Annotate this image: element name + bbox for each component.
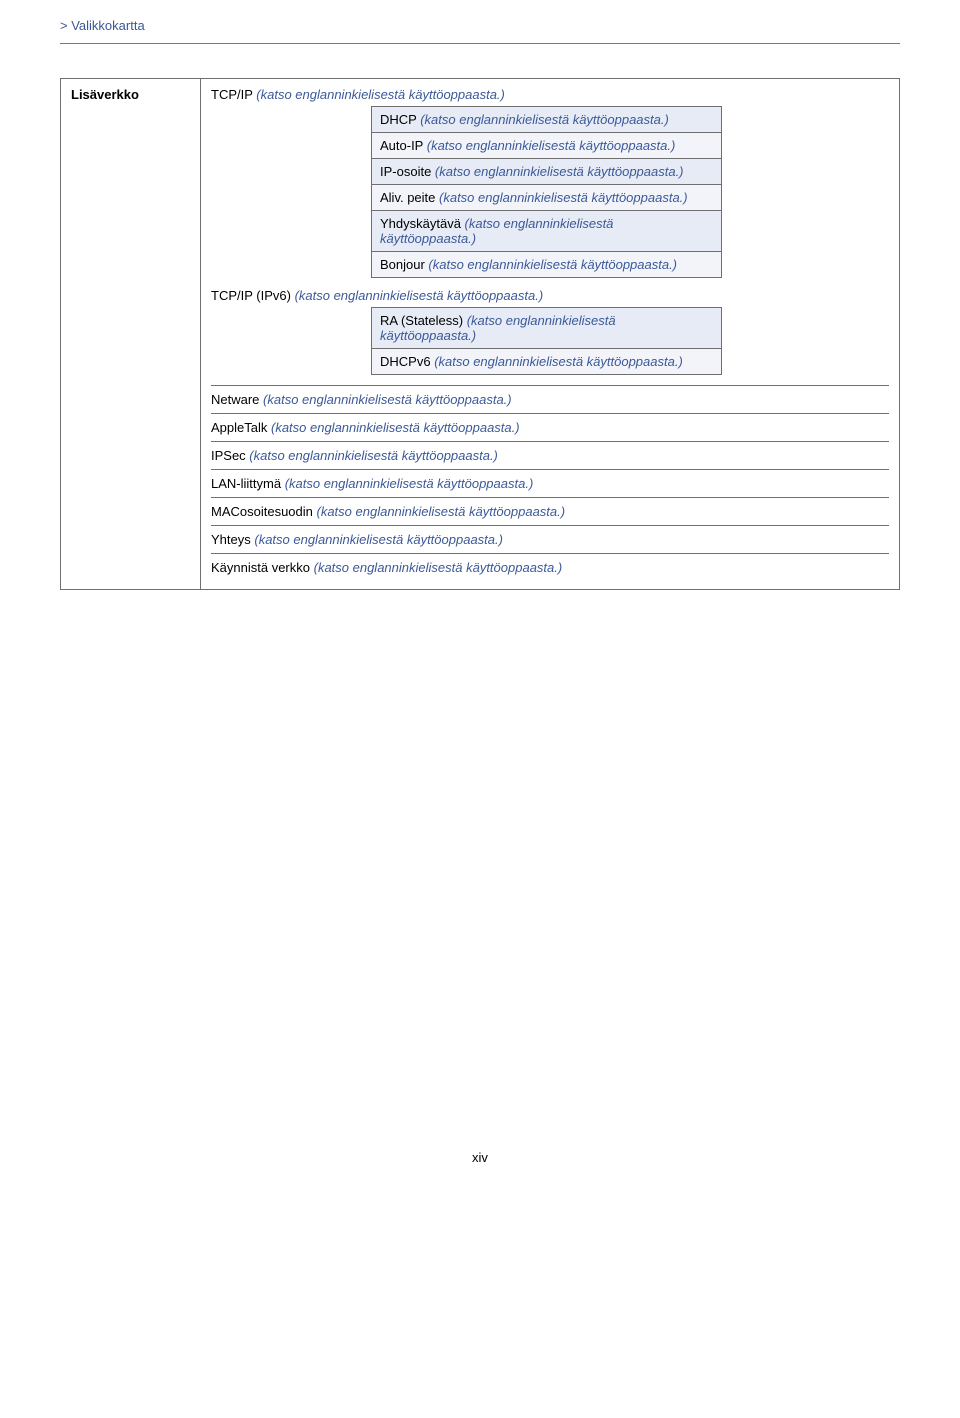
- sub-row: DHCP (katso englanninkielisestä käyttöop…: [372, 107, 722, 133]
- sub-row-plain: IP-osoite: [380, 164, 435, 179]
- section-label: Lisäverkko: [61, 79, 201, 590]
- page-number: xiv: [60, 1150, 900, 1165]
- breadcrumb: > Valikkokartta: [60, 18, 900, 33]
- sub-row-link[interactable]: (katso englanninkielisestä käyttöoppaast…: [439, 190, 688, 205]
- sub-row: Yhdyskäytävä (katso englanninkielisestä …: [372, 211, 722, 252]
- divider: [60, 43, 900, 44]
- group-label-plain: TCP/IP: [211, 87, 256, 102]
- flat-row-link[interactable]: (katso englanninkielisestä käyttöoppaast…: [263, 392, 512, 407]
- sub-row-plain: DHCPv6: [380, 354, 434, 369]
- flat-row: Yhteys (katso englanninkielisestä käyttö…: [211, 526, 889, 554]
- flat-row: LAN-liittymä (katso englanninkielisestä …: [211, 470, 889, 498]
- main-table: Lisäverkko TCP/IP (katso englanninkielis…: [60, 78, 900, 590]
- flat-row-plain: Netware: [211, 392, 263, 407]
- flat-row-link[interactable]: (katso englanninkielisestä käyttöoppaast…: [249, 448, 498, 463]
- breadcrumb-label: Valikkokartta: [71, 18, 144, 33]
- flat-row-plain: IPSec: [211, 448, 249, 463]
- flat-row: MACosoitesuodin (katso englanninkielises…: [211, 498, 889, 526]
- flat-row-link[interactable]: (katso englanninkielisestä käyttöoppaast…: [271, 420, 520, 435]
- section-content: TCP/IP (katso englanninkielisestä käyttö…: [201, 79, 900, 590]
- flat-row-plain: AppleTalk: [211, 420, 271, 435]
- sub-row-link[interactable]: (katso englanninkielisestä käyttöoppaast…: [434, 354, 683, 369]
- sub-row: Bonjour (katso englanninkielisestä käytt…: [372, 252, 722, 278]
- group-label: TCP/IP (IPv6) (katso englanninkielisestä…: [211, 288, 889, 303]
- sub-table: DHCP (katso englanninkielisestä käyttöop…: [371, 106, 722, 278]
- sub-row-plain: Yhdyskäytävä: [380, 216, 465, 231]
- group-label-plain: TCP/IP (IPv6): [211, 288, 295, 303]
- flat-row-link[interactable]: (katso englanninkielisestä käyttöoppaast…: [254, 532, 503, 547]
- flat-row-plain: MACosoitesuodin: [211, 504, 317, 519]
- flat-row-link[interactable]: (katso englanninkielisestä käyttöoppaast…: [317, 504, 566, 519]
- sub-table: RA (Stateless) (katso englanninkielisest…: [371, 307, 722, 375]
- flat-row: IPSec (katso englanninkielisestä käyttöo…: [211, 442, 889, 470]
- flat-row-link[interactable]: (katso englanninkielisestä käyttöoppaast…: [285, 476, 534, 491]
- sub-row-link[interactable]: (katso englanninkielisestä käyttöoppaast…: [435, 164, 684, 179]
- sub-row-plain: Aliv. peite: [380, 190, 439, 205]
- flat-row-plain: Yhteys: [211, 532, 254, 547]
- sub-row: Aliv. peite (katso englanninkielisestä k…: [372, 185, 722, 211]
- sub-row-link[interactable]: (katso englanninkielisestä käyttöoppaast…: [427, 138, 676, 153]
- flat-table: Netware (katso englanninkielisestä käytt…: [211, 385, 889, 581]
- sub-row: RA (Stateless) (katso englanninkielisest…: [372, 308, 722, 349]
- group-label-link[interactable]: (katso englanninkielisestä käyttöoppaast…: [295, 288, 544, 303]
- sub-row: IP-osoite (katso englanninkielisestä käy…: [372, 159, 722, 185]
- flat-row-plain: Käynnistä verkko: [211, 560, 314, 575]
- breadcrumb-prefix: >: [60, 18, 71, 33]
- sub-row-plain: Bonjour: [380, 257, 428, 272]
- group-label: TCP/IP (katso englanninkielisestä käyttö…: [211, 87, 889, 102]
- flat-row-plain: LAN-liittymä: [211, 476, 285, 491]
- flat-row: Käynnistä verkko (katso englanninkielise…: [211, 554, 889, 582]
- sub-row-link[interactable]: (katso englanninkielisestä käyttöoppaast…: [420, 112, 669, 127]
- sub-row-plain: RA (Stateless): [380, 313, 467, 328]
- sub-row: Auto-IP (katso englanninkielisestä käytt…: [372, 133, 722, 159]
- flat-row: Netware (katso englanninkielisestä käytt…: [211, 386, 889, 414]
- sub-row: DHCPv6 (katso englanninkielisestä käyttö…: [372, 349, 722, 375]
- flat-row: AppleTalk (katso englanninkielisestä käy…: [211, 414, 889, 442]
- sub-row-plain: DHCP: [380, 112, 420, 127]
- group-label-link[interactable]: (katso englanninkielisestä käyttöoppaast…: [256, 87, 505, 102]
- flat-row-link[interactable]: (katso englanninkielisestä käyttöoppaast…: [314, 560, 563, 575]
- sub-row-link[interactable]: (katso englanninkielisestä käyttöoppaast…: [428, 257, 677, 272]
- sub-row-plain: Auto-IP: [380, 138, 427, 153]
